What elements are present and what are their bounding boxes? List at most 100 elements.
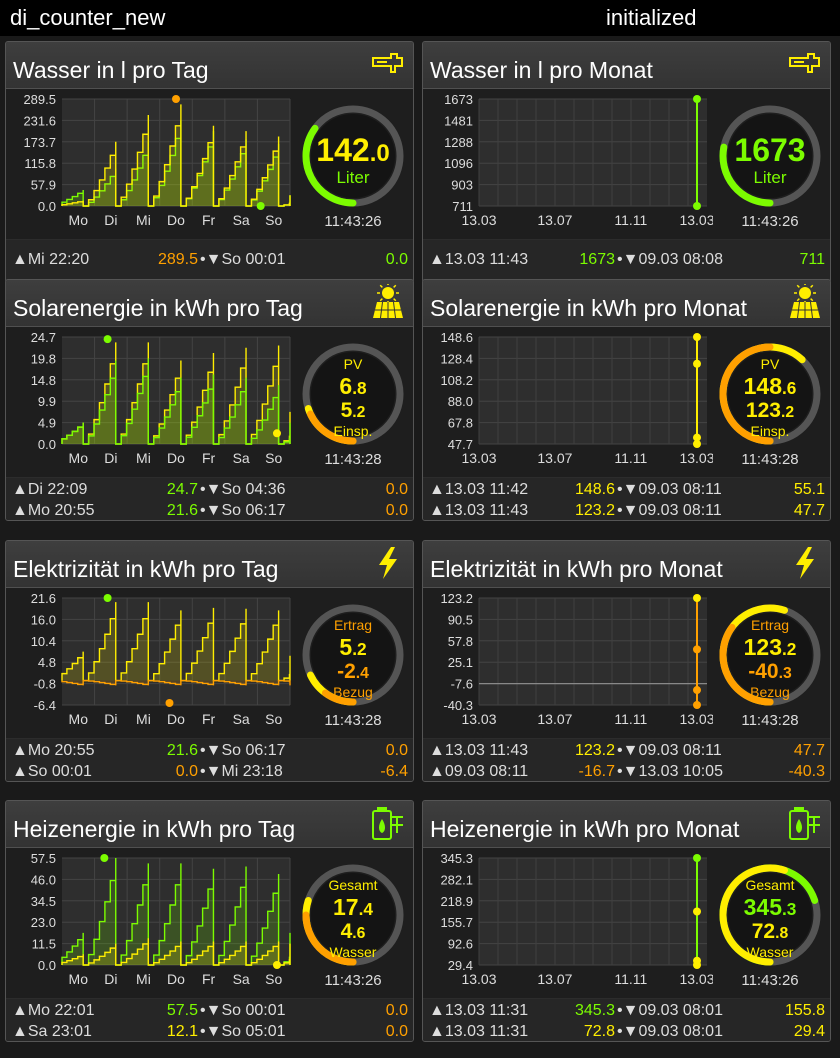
x-tick-label: 13.07 <box>537 711 572 727</box>
min-label: •▼So 05:01 <box>200 1023 286 1040</box>
footer-row: ▲Di 22:09 24.7 •▼So 04:36 0.0 <box>12 481 408 502</box>
x-tick-label: 13.03 <box>461 971 496 987</box>
gauge-arc-secondary <box>719 343 774 445</box>
x-tick-label: Di <box>104 971 117 987</box>
max-label: ▲09.03 08:11 <box>429 763 529 780</box>
y-tick-label: 289.5 <box>23 92 56 107</box>
gauge-value-sub-dec: .3 <box>779 665 792 682</box>
data-point <box>693 440 701 448</box>
y-tick-label: 23.0 <box>31 915 56 930</box>
x-tick-label: Mi <box>136 212 151 228</box>
data-point <box>693 359 701 368</box>
timestamp: 11:43:26 <box>324 213 382 230</box>
gauge-value-sub-dec: .6 <box>352 925 365 942</box>
y-tick-label: 29.4 <box>448 958 473 973</box>
y-tick-label: 148.6 <box>440 330 473 345</box>
card-footer: ▲13.03 11:43 1673 •▼09.03 08:08 711 <box>423 240 830 282</box>
max-marker <box>103 594 112 602</box>
gauge-unit: Bezug <box>333 684 373 700</box>
gauge-arc-primary <box>302 124 357 207</box>
y-tick-label: 24.7 <box>31 330 56 345</box>
y-tick-label: 14.8 <box>31 373 56 388</box>
bolt-shape <box>796 547 814 579</box>
x-tick-label: Sa <box>233 450 250 466</box>
card-heiz-tag: Heizenergie in kWh pro Tag 57.5 46.0 34.5 23… <box>5 800 414 1042</box>
lightning-icon <box>379 547 397 579</box>
min-label: •▼09.03 08:01 <box>617 1023 723 1040</box>
card-solar-tag: Solarenergie in kWh pro Tag 24.7 19.8 14.8 9… <box>5 279 414 521</box>
gauge-face <box>311 873 395 957</box>
boiler-icon <box>372 807 403 840</box>
x-tick-label: 13.07 <box>537 971 572 987</box>
lightning-icon <box>796 547 814 579</box>
x-tick-label: Di <box>104 212 117 228</box>
gauge-value-sub-int: 4 <box>341 920 353 943</box>
card-body: 289.5 231.6 173.7 115.8 57.9 0.0 Mo Di Mi Do Fr Sa S… <box>6 89 413 239</box>
card-header: Heizenergie in kWh pro Monat <box>423 801 830 848</box>
y-tick-label: 123.2 <box>440 591 473 606</box>
card-header: Wasser in l pro Tag <box>6 42 413 89</box>
data-point <box>693 433 701 442</box>
gauge-arc-secondary <box>719 864 789 966</box>
max-value: 345.3 <box>574 1002 615 1019</box>
gauge-value-main: 5.2 <box>339 634 366 660</box>
gauge-value-sub-dec: .2 <box>352 404 365 421</box>
gauge-value-main-dec: .8 <box>352 378 367 398</box>
card-header: Solarenergie in kWh pro Tag <box>6 280 413 327</box>
x-tick-label: Do <box>167 450 185 466</box>
max-label: ▲13.03 11:42 <box>429 481 529 498</box>
gauge-value-sub-int: 5 <box>341 399 353 422</box>
y-tick-label: 88.0 <box>448 394 473 409</box>
gauge-value-sub: 4.6 <box>341 920 366 943</box>
y-tick-label: -7.6 <box>451 677 473 692</box>
gauge-value-sub-dec: .2 <box>781 404 794 421</box>
gauge-arc-primary <box>719 143 774 207</box>
footer-row: ▲Mo 22:01 57.5 •▼So 00:01 0.0 <box>12 1002 408 1023</box>
card-title: Solarenergie in kWh pro Monat <box>430 295 748 321</box>
x-tick-label: Di <box>104 450 117 466</box>
series-1-line <box>61 938 291 966</box>
x-tick-label: 13.07 <box>537 450 572 466</box>
x-tick-label: 13.07 <box>537 212 572 228</box>
footer-row: ▲13.03 11:42 148.6 •▼09.03 08:11 55.1 <box>429 481 825 502</box>
gauge-value-sub-dec: .8 <box>775 925 788 942</box>
x-tick-label: Fr <box>202 450 216 466</box>
max-value: 57.5 <box>166 1002 198 1019</box>
gauge-value-sub-int: 72 <box>752 920 775 943</box>
gauge-value-main-int: 123 <box>744 634 782 660</box>
gauge-value-main-int: 345 <box>744 894 783 920</box>
x-tick-label: 11.11 <box>614 971 647 987</box>
y-tick-label: 108.2 <box>440 373 473 388</box>
data-point <box>693 701 701 709</box>
gauge-value-main-int: 17 <box>333 894 359 920</box>
y-tick-label: 903 <box>451 178 473 193</box>
gauge-value-main: 345.3 <box>744 894 797 920</box>
x-tick-label: 11.11 <box>614 212 647 228</box>
y-tick-label: 231.6 <box>23 113 56 128</box>
x-tick-label: 13.03 <box>679 711 713 727</box>
y-tick-label: 1096 <box>444 156 473 171</box>
data-point <box>693 95 701 103</box>
gauge-unit: Wasser <box>330 944 377 960</box>
footer-row: ▲So 00:01 0.0 •▼Mi 23:18 -6.4 <box>12 763 408 781</box>
card-title: Heizenergie in kWh pro Tag <box>13 816 296 842</box>
card-header: Heizenergie in kWh pro Tag <box>6 801 413 848</box>
y-tick-label: 711 <box>452 199 473 214</box>
solar-panel-icon <box>790 284 820 319</box>
min-value: -6.4 <box>380 763 408 780</box>
x-tick-label: Sa <box>233 212 250 228</box>
max-value: 0.0 <box>175 763 198 780</box>
max-label: ▲13.03 11:43 <box>429 251 529 268</box>
gauge-arc-secondary <box>302 911 357 966</box>
x-tick-label: Do <box>167 971 185 987</box>
card-footer: ▲13.03 11:31 345.3 •▼09.03 08:01 155.8 ▲13.0… <box>423 999 830 1041</box>
x-tick-label: Sa <box>233 711 250 727</box>
data-point <box>693 594 701 602</box>
flame-shape <box>796 819 802 833</box>
y-tick-label: 1481 <box>444 113 473 128</box>
timestamp: 11:43:28 <box>324 451 382 468</box>
timestamp: 11:43:26 <box>741 213 799 230</box>
